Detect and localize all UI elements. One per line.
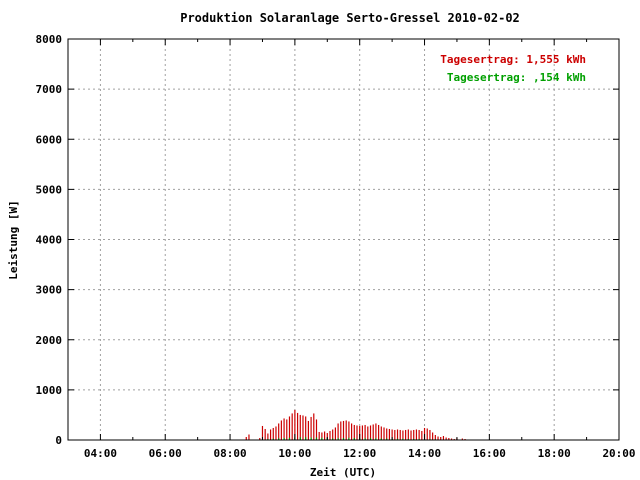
y-tick-label: 7000 <box>36 83 63 96</box>
grid-lines <box>68 39 619 440</box>
legend-entry-red: Tagesertrag: 1,555 kWh <box>440 53 586 66</box>
x-tick-label: 12:00 <box>343 447 376 460</box>
x-tick-label: 20:00 <box>602 447 635 460</box>
y-tick-label: 1000 <box>36 384 63 397</box>
x-tick-label: 04:00 <box>84 447 117 460</box>
x-tick-label: 14:00 <box>408 447 441 460</box>
x-tick-label: 16:00 <box>473 447 506 460</box>
y-tick-label: 3000 <box>36 284 63 297</box>
x-tick-label: 08:00 <box>213 447 246 460</box>
y-axis-label: Leistung [W] <box>7 200 20 279</box>
y-tick-label: 0 <box>55 434 62 447</box>
axis-ticks <box>67 38 620 441</box>
y-tick-label: 6000 <box>36 133 63 146</box>
y-tick-label: 4000 <box>36 234 63 247</box>
series-red-bars <box>245 409 469 440</box>
x-axis-label: Zeit (UTC) <box>310 466 376 479</box>
x-tick-label: 18:00 <box>538 447 571 460</box>
legend-entry-green: Tagesertrag: ,154 kWh <box>447 71 586 84</box>
chart-title: Produktion Solaranlage Serto-Gressel 201… <box>180 11 520 25</box>
y-tick-label: 2000 <box>36 334 63 347</box>
y-tick-label: 5000 <box>36 183 63 196</box>
y-tick-label: 8000 <box>36 33 63 46</box>
x-tick-label: 06:00 <box>149 447 182 460</box>
x-tick-labels: 04:00 06:00 08:00 10:00 12:00 14:00 16:00 18:00… <box>84 447 636 460</box>
x-tick-label: 10:00 <box>278 447 311 460</box>
y-tick-labels: 0 1000 2000 3000 4000 5000 6000 7000 8000 <box>36 33 63 447</box>
